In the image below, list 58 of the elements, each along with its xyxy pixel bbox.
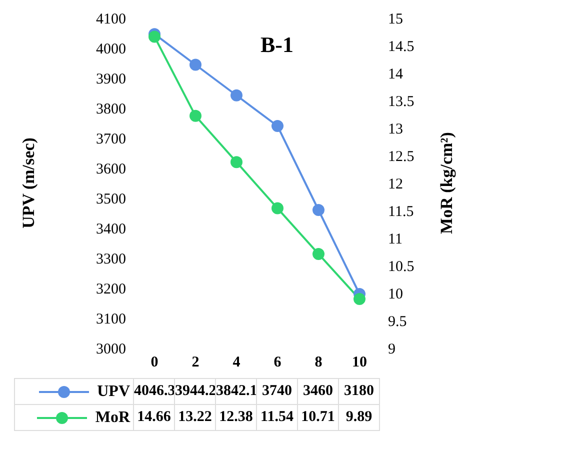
y-tick-label: 3400 [96, 221, 126, 238]
x-tick-label: 4 [232, 354, 241, 371]
y-tick-label: 3300 [96, 251, 126, 268]
y2-tick-label: 14.5 [388, 38, 414, 55]
y2-tick-label: 9.5 [388, 314, 407, 330]
data-label: 11.54 [256, 404, 298, 431]
data-label: 12.38 [215, 404, 257, 431]
x-tick-label: 2 [192, 354, 200, 371]
y2-tick-label: 14 [388, 66, 404, 82]
x-tick-label: 10 [352, 354, 367, 371]
y2-tick-label: 11 [388, 231, 402, 248]
y-tick-label: 3800 [96, 101, 126, 118]
point [148, 30, 160, 43]
data-label: 10.71 [297, 404, 339, 431]
y2-tick-label: 12.5 [388, 148, 414, 165]
y2-tick-label: 12 [388, 176, 403, 192]
y-tick-label: 3500 [96, 191, 126, 208]
y-tick-label: 3100 [96, 311, 126, 328]
data-label: 14.66 [133, 404, 175, 431]
y-tick-label: 3000 [96, 341, 126, 358]
data-label: 3842.1 [215, 378, 258, 405]
x-tick-label: 8 [314, 354, 322, 371]
point [272, 202, 284, 214]
y-tick-label: 3600 [96, 161, 126, 178]
point [312, 204, 324, 216]
data-label: 3180 [338, 378, 380, 405]
point [354, 293, 366, 306]
data-label: 3944.2 [174, 378, 216, 405]
y-tick-label: 4100 [96, 11, 126, 28]
y-tick-label: 3700 [96, 131, 126, 148]
y2-tick-label: 15 [388, 11, 403, 28]
y2-tick-label: 10.5 [388, 258, 414, 275]
y-tick-label: 3200 [96, 281, 126, 298]
y2-tick-label: 13 [388, 121, 403, 138]
data-label: 3460 [297, 378, 339, 405]
y-tick-label: 3900 [96, 71, 126, 88]
data-label: 9.89 [338, 404, 380, 431]
y2-tick-label: 13.5 [388, 94, 414, 110]
y2-axis-title: MoR (kg/cm²) [437, 132, 456, 234]
legend-label: UPV [14, 378, 134, 405]
y-tick-label: 4000 [96, 41, 126, 58]
point [190, 110, 202, 122]
text: B-1 [260, 32, 294, 57]
data-label: 4046.3 [133, 378, 176, 405]
x-tick-label: 0 [150, 354, 158, 371]
point [230, 156, 242, 168]
point [272, 120, 284, 132]
legend-label: MoR [14, 404, 134, 431]
data-label: 13.22 [174, 404, 216, 431]
point [312, 248, 324, 260]
y2-tick-label: 9 [388, 341, 396, 358]
y2-tick-label: 11.5 [388, 204, 414, 220]
x-tick-label: 6 [274, 354, 282, 371]
point [190, 58, 202, 71]
data-label: 3740 [256, 378, 298, 405]
point [230, 89, 242, 102]
y-axis-title: UPV (m/sec) [19, 138, 38, 228]
y2-tick-label: 10 [388, 286, 403, 302]
